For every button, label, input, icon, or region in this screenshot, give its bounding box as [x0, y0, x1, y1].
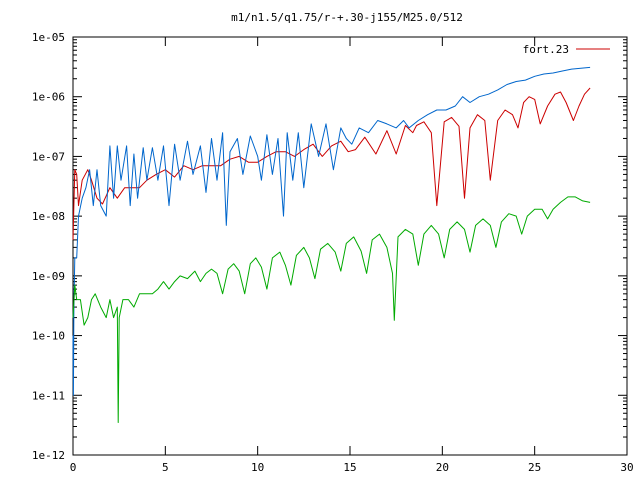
series-line-1: [72, 87, 591, 240]
series-layer: [72, 66, 591, 423]
plot-frame: [72, 36, 628, 456]
x-tick-label: 20: [436, 461, 449, 474]
series-line-3: [72, 196, 591, 423]
y-tick-label: 1e-12: [32, 449, 65, 462]
y-tick-label: 1e-08: [32, 210, 65, 223]
chart-title: m1/n1.5/q1.75/r-+.30-j155/M25.0/512: [231, 11, 463, 24]
x-tick-label: 15: [343, 461, 356, 474]
x-tick-label: 0: [70, 461, 77, 474]
x-tick-label: 10: [251, 461, 264, 474]
x-axis: 0 5 10 15 20 25 30: [70, 37, 634, 474]
y-tick-label: 1e-06: [32, 91, 65, 104]
x-tick-label: 5: [162, 461, 169, 474]
y-axis: 1e-12 1e-11 1e-10 1e-09 1e-08 1e-07 1e-06 1e-05: [32, 31, 627, 462]
y-tick-label: 1e-10: [32, 330, 65, 343]
y-tick-label: 1e-11: [32, 389, 65, 402]
y-tick-label: 1e-07: [32, 150, 65, 163]
y-tick-label: 1e-09: [32, 270, 65, 283]
legend-label: fort.23: [523, 43, 569, 56]
legend: fort.23: [523, 43, 610, 56]
x-tick-label: 30: [620, 461, 633, 474]
x-tick-label: 25: [528, 461, 541, 474]
series-line-2: [72, 66, 591, 396]
y-tick-label: 1e-05: [32, 31, 65, 44]
